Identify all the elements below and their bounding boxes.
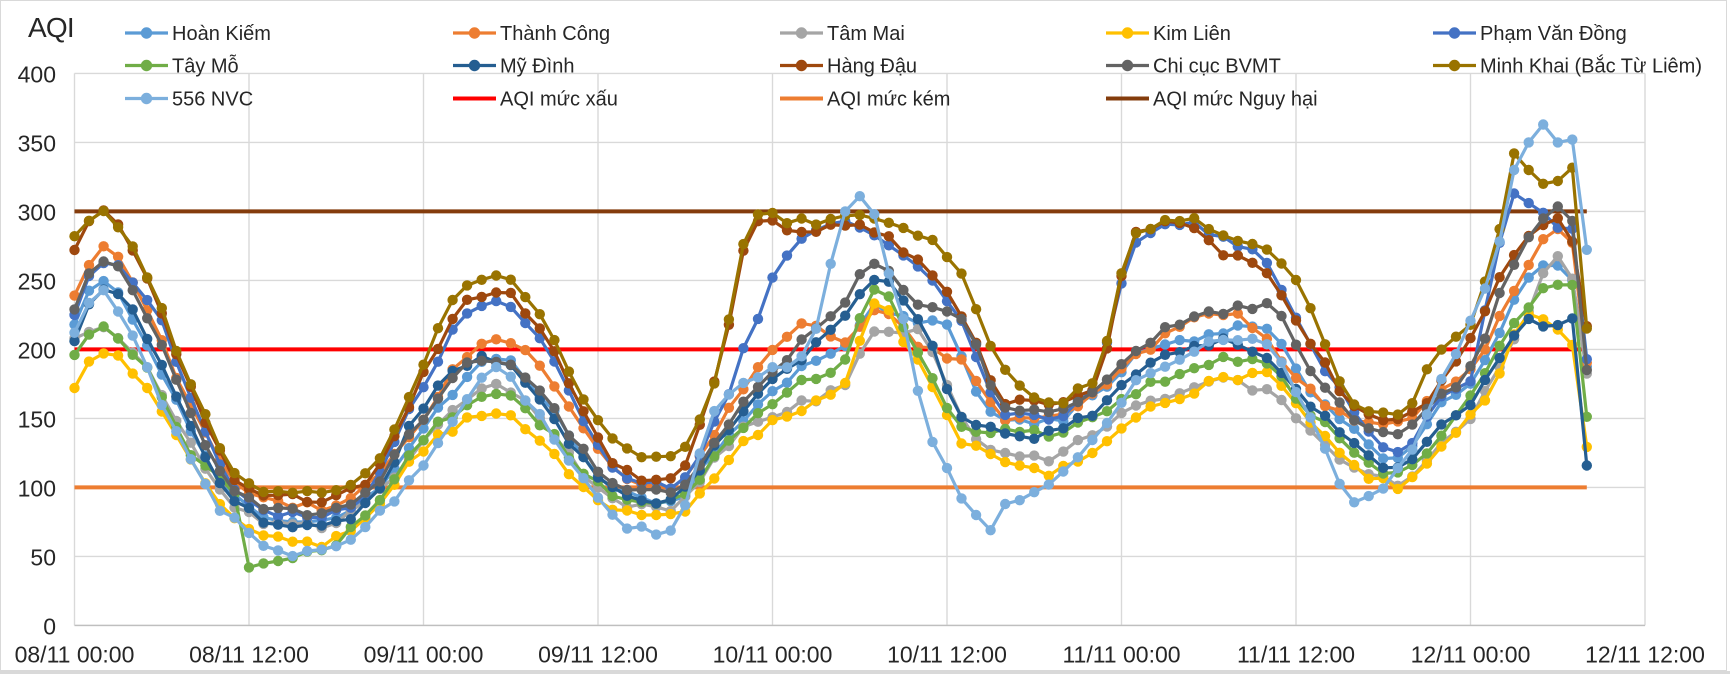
svg-text:Kim Liên: Kim Liên [1153, 23, 1231, 45]
svg-text:12/11 12:00: 12/11 12:00 [1585, 642, 1705, 668]
svg-text:10/11 12:00: 10/11 12:00 [887, 642, 1007, 668]
svg-text:100: 100 [18, 475, 56, 501]
svg-text:Hoàn Kiếm: Hoàn Kiếm [172, 23, 271, 45]
svg-text:11/11 12:00: 11/11 12:00 [1237, 642, 1355, 668]
svg-text:Chi cục BVMT: Chi cục BVMT [1153, 56, 1281, 78]
svg-text:11/11 00:00: 11/11 00:00 [1062, 642, 1180, 668]
svg-text:AQI mức xấu: AQI mức xấu [500, 89, 618, 111]
svg-text:150: 150 [18, 406, 56, 432]
svg-text:Tâm Mai: Tâm Mai [827, 23, 905, 45]
svg-text:AQI: AQI [28, 12, 74, 43]
svg-text:08/11 00:00: 08/11 00:00 [15, 642, 135, 668]
svg-text:AQI mức kém: AQI mức kém [827, 89, 950, 111]
svg-text:Thành Công: Thành Công [500, 23, 610, 45]
svg-text:556 NVC: 556 NVC [172, 89, 253, 111]
svg-text:200: 200 [18, 337, 56, 363]
svg-text:0: 0 [43, 613, 56, 639]
svg-text:300: 300 [18, 199, 56, 225]
svg-text:350: 350 [18, 130, 56, 156]
svg-text:Phạm Văn Đồng: Phạm Văn Đồng [1480, 23, 1627, 45]
svg-text:400: 400 [18, 61, 56, 87]
svg-text:Hàng Đậu: Hàng Đậu [827, 56, 917, 78]
svg-text:12/11 00:00: 12/11 00:00 [1411, 642, 1531, 668]
svg-text:09/11 12:00: 09/11 12:00 [538, 642, 658, 668]
svg-text:08/11 12:00: 08/11 12:00 [189, 642, 309, 668]
svg-text:Mỹ Đình: Mỹ Đình [500, 56, 574, 78]
svg-text:50: 50 [30, 544, 56, 570]
svg-text:09/11 00:00: 09/11 00:00 [364, 642, 484, 668]
svg-text:Tây Mỗ: Tây Mỗ [172, 55, 239, 78]
svg-text:Minh Khai (Bắc Từ Liêm): Minh Khai (Bắc Từ Liêm) [1480, 55, 1702, 78]
svg-text:250: 250 [18, 268, 56, 294]
svg-text:10/11 00:00: 10/11 00:00 [713, 642, 833, 668]
svg-text:AQI mức Nguy hại: AQI mức Nguy hại [1153, 89, 1318, 111]
